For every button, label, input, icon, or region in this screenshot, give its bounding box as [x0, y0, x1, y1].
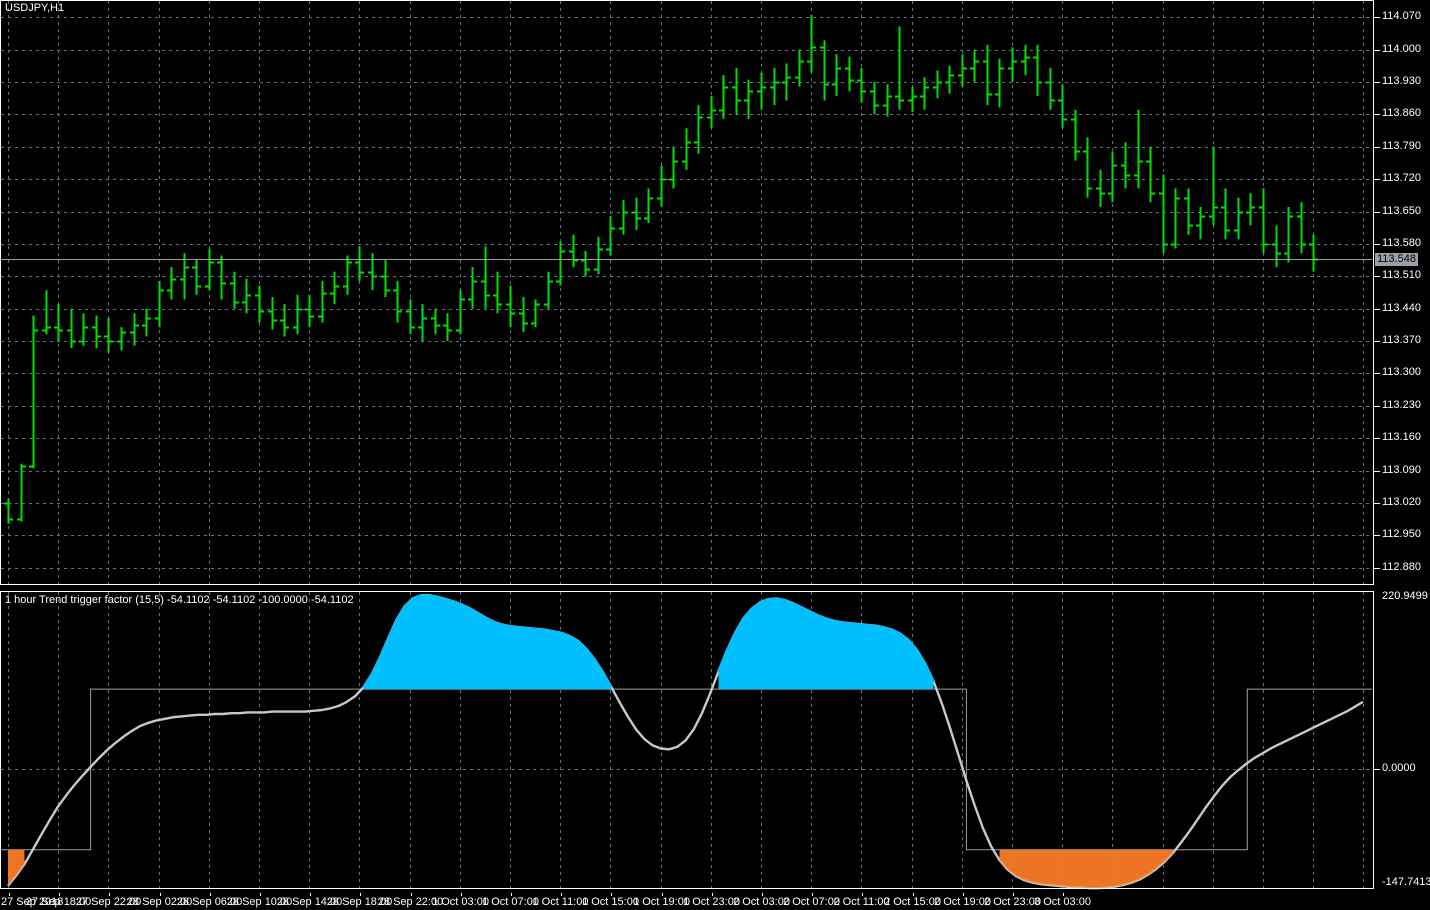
time-axis-tick: 27 Sep 22:00 — [75, 896, 142, 908]
time-axis-tick-mark — [560, 893, 562, 896]
indicator-fill-above-top — [362, 594, 935, 690]
time-axis-tick-mark — [359, 893, 361, 896]
time-axis-tick: 1 Oct 03:00 — [432, 896, 489, 908]
time-axis-tick: 2 Oct 15:00 — [884, 896, 941, 908]
price-axis-separator — [1373, 0, 1374, 585]
time-axis-tick: 1 Oct 11:00 — [532, 896, 589, 908]
time-axis-tick: 2 Oct 11:00 — [833, 896, 890, 908]
time-axis-tick-mark — [209, 893, 211, 896]
time-axis-labels: 27 Sep 2018 27 Sep 18:00 27 Sep 22:00 28 Se… — [0, 893, 1430, 910]
indicator-fill-below-top — [8, 849, 1173, 889]
time-axis-tick: 28 Sep 02:00 — [126, 896, 193, 908]
time-axis-tick-mark — [259, 893, 261, 896]
time-axis-tick-mark — [159, 893, 161, 896]
time-axis-tick-mark — [761, 893, 763, 896]
time-axis-tick: 1 Oct 15:00 — [582, 896, 639, 908]
time-axis-tick-mark — [8, 893, 10, 896]
time-axis-tick-mark — [460, 893, 462, 896]
time-axis-tick-mark — [861, 893, 863, 896]
indicator-line — [7, 594, 1364, 890]
time-axis-tick: 28 Sep 14:00 — [276, 896, 343, 908]
time-axis-tick-mark — [58, 893, 60, 896]
time-axis-tick-mark — [711, 893, 713, 896]
time-axis-tick-mark — [309, 893, 311, 896]
indicator-threshold-step-line — [1, 688, 1372, 851]
time-axis-tick: 28 Sep 06:00 — [176, 896, 243, 908]
time-axis-tick-mark — [108, 893, 110, 896]
time-axis-tick: 27 Sep 2018 — [1, 896, 64, 908]
time-axis-tick: 1 Oct 23:00 — [683, 896, 740, 908]
time-axis-tick-mark — [1062, 893, 1064, 896]
time-axis-tick-mark — [510, 893, 512, 896]
time-axis-tick: 28 Sep 22:00 — [377, 896, 444, 908]
indicator-axis-separator — [1373, 591, 1374, 889]
time-axis-tick: 28 Sep 10:00 — [226, 896, 293, 908]
time-axis-tick: 27 Sep 18:00 — [25, 896, 92, 908]
time-axis-tick-mark — [610, 893, 612, 896]
time-axis-tick-mark — [410, 893, 412, 896]
time-axis-tick-mark — [912, 893, 914, 896]
page-title: USDJPY,H1 — [5, 2, 65, 14]
time-axis-tick: 1 Oct 19:00 — [633, 896, 690, 908]
time-axis-tick-mark — [811, 893, 813, 896]
indicator-title: 1 hour Trend trigger factor (15,5) -54.1… — [5, 594, 354, 606]
time-axis-tick: 2 Oct 19:00 — [934, 896, 991, 908]
time-axis-tick: 28 Sep 18:00 — [326, 896, 393, 908]
time-axis-tick: 3 Oct 03:00 — [1034, 896, 1091, 908]
time-axis-tick: 2 Oct 07:00 — [783, 896, 840, 908]
indicator-fill-below — [8, 849, 1173, 889]
time-axis-tick-mark — [661, 893, 663, 896]
time-axis-tick-mark — [962, 893, 964, 896]
time-axis-tick-mark — [1012, 893, 1014, 896]
time-axis-tick: 2 Oct 23:00 — [984, 896, 1041, 908]
time-axis-tick: 2 Oct 03:00 — [733, 896, 790, 908]
time-axis-tick: 1 Oct 07:00 — [482, 896, 539, 908]
ohlc-bars — [4, 14, 1318, 524]
